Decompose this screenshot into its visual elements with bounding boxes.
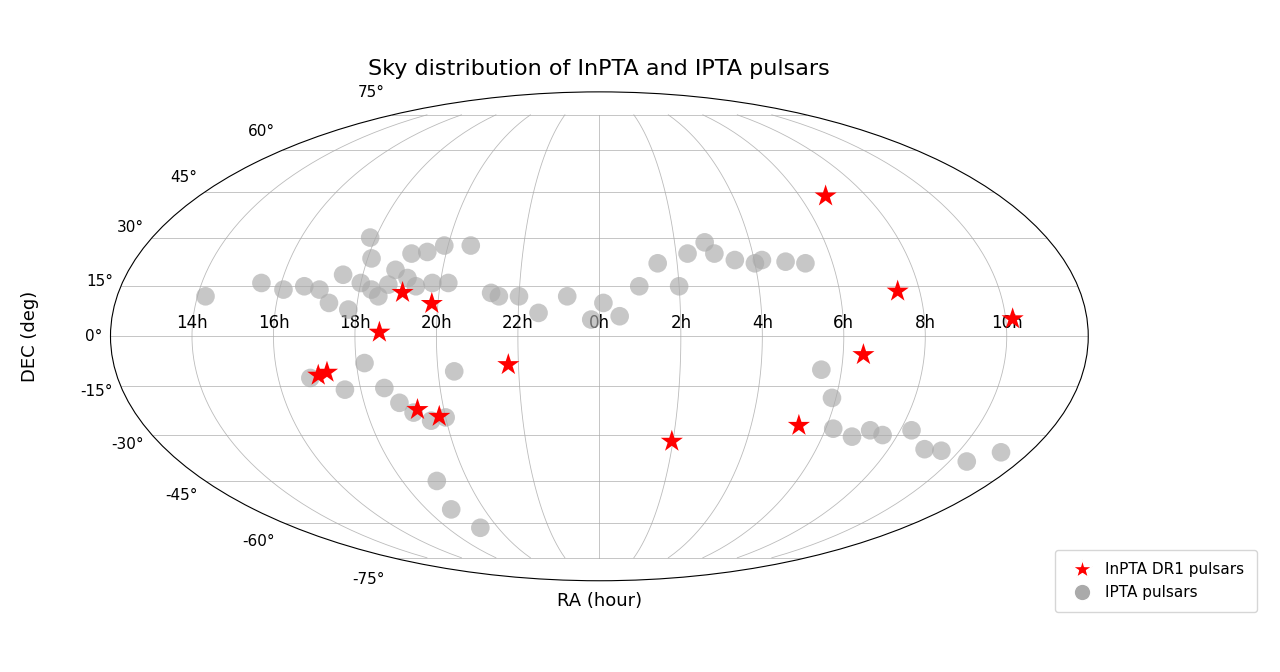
IPTA pulsars bbox=[860, 425, 881, 435]
IPTA pulsars bbox=[442, 504, 462, 515]
IPTA pulsars bbox=[294, 281, 315, 292]
IPTA pulsars bbox=[434, 240, 454, 251]
IPTA pulsars bbox=[417, 247, 438, 257]
IPTA pulsars bbox=[776, 256, 796, 267]
IPTA pulsars bbox=[461, 240, 481, 251]
IPTA pulsars bbox=[557, 291, 577, 302]
IPTA pulsars bbox=[361, 284, 381, 295]
IPTA pulsars bbox=[669, 281, 690, 292]
InPTA DR1 pulsars bbox=[369, 327, 389, 337]
IPTA pulsars bbox=[196, 291, 216, 302]
Legend: InPTA DR1 pulsars, IPTA pulsars: InPTA DR1 pulsars, IPTA pulsars bbox=[1055, 550, 1257, 612]
IPTA pulsars bbox=[300, 372, 320, 383]
IPTA pulsars bbox=[438, 278, 458, 288]
IPTA pulsars bbox=[444, 366, 465, 377]
InPTA DR1 pulsars bbox=[498, 360, 518, 370]
Title: Sky distribution of InPTA and IPTA pulsars: Sky distribution of InPTA and IPTA pulsa… bbox=[369, 59, 831, 79]
IPTA pulsars bbox=[901, 425, 922, 435]
IPTA pulsars bbox=[369, 291, 389, 302]
IPTA pulsars bbox=[704, 248, 724, 259]
IPTA pulsars bbox=[338, 304, 358, 315]
IPTA pulsars bbox=[695, 237, 716, 248]
IPTA pulsars bbox=[914, 444, 934, 454]
InPTA DR1 pulsars bbox=[815, 191, 836, 202]
IPTA pulsars bbox=[333, 269, 353, 280]
IPTA pulsars bbox=[435, 412, 456, 423]
IPTA pulsars bbox=[406, 281, 426, 292]
IPTA pulsars bbox=[508, 291, 529, 302]
IPTA pulsars bbox=[378, 280, 398, 290]
IPTA pulsars bbox=[822, 392, 842, 403]
InPTA DR1 pulsars bbox=[854, 349, 874, 360]
IPTA pulsars bbox=[389, 397, 410, 408]
IPTA pulsars bbox=[470, 522, 490, 533]
IPTA pulsars bbox=[481, 288, 502, 298]
InPTA DR1 pulsars bbox=[421, 298, 442, 309]
IPTA pulsars bbox=[426, 476, 447, 487]
IPTA pulsars bbox=[421, 415, 442, 426]
IPTA pulsars bbox=[529, 308, 549, 319]
IPTA pulsars bbox=[402, 248, 422, 259]
IPTA pulsars bbox=[609, 311, 630, 322]
IPTA pulsars bbox=[374, 382, 394, 393]
IPTA pulsars bbox=[361, 253, 381, 264]
InPTA DR1 pulsars bbox=[788, 420, 809, 431]
InPTA DR1 pulsars bbox=[429, 411, 449, 422]
IPTA pulsars bbox=[628, 281, 649, 292]
IPTA pulsars bbox=[842, 431, 863, 442]
IPTA pulsars bbox=[593, 298, 613, 308]
InPTA DR1 pulsars bbox=[887, 286, 908, 296]
IPTA pulsars bbox=[360, 233, 380, 243]
IPTA pulsars bbox=[745, 258, 765, 269]
InPTA DR1 pulsars bbox=[1002, 314, 1023, 325]
IPTA pulsars bbox=[823, 423, 844, 434]
IPTA pulsars bbox=[648, 258, 668, 269]
InPTA DR1 pulsars bbox=[316, 367, 337, 378]
IPTA pulsars bbox=[385, 265, 406, 276]
IPTA pulsars bbox=[403, 407, 424, 418]
InPTA DR1 pulsars bbox=[407, 405, 428, 415]
IPTA pulsars bbox=[991, 447, 1011, 458]
IPTA pulsars bbox=[334, 384, 355, 395]
IPTA pulsars bbox=[489, 291, 509, 302]
IPTA pulsars bbox=[273, 284, 293, 295]
InPTA DR1 pulsars bbox=[662, 436, 682, 447]
IPTA pulsars bbox=[581, 314, 602, 325]
IPTA pulsars bbox=[397, 273, 417, 284]
IPTA pulsars bbox=[251, 278, 271, 288]
Y-axis label: DEC (deg): DEC (deg) bbox=[20, 291, 38, 382]
IPTA pulsars bbox=[310, 284, 330, 295]
InPTA DR1 pulsars bbox=[308, 370, 329, 381]
IPTA pulsars bbox=[422, 278, 443, 288]
IPTA pulsars bbox=[956, 456, 977, 467]
IPTA pulsars bbox=[355, 358, 375, 368]
IPTA pulsars bbox=[873, 429, 893, 440]
IPTA pulsars bbox=[751, 255, 772, 265]
IPTA pulsars bbox=[931, 446, 951, 456]
IPTA pulsars bbox=[812, 364, 832, 375]
IPTA pulsars bbox=[795, 258, 815, 269]
IPTA pulsars bbox=[724, 255, 745, 265]
IPTA pulsars bbox=[677, 248, 698, 259]
InPTA DR1 pulsars bbox=[393, 287, 413, 298]
X-axis label: RA (hour): RA (hour) bbox=[557, 592, 643, 610]
IPTA pulsars bbox=[351, 278, 371, 288]
IPTA pulsars bbox=[319, 298, 339, 308]
